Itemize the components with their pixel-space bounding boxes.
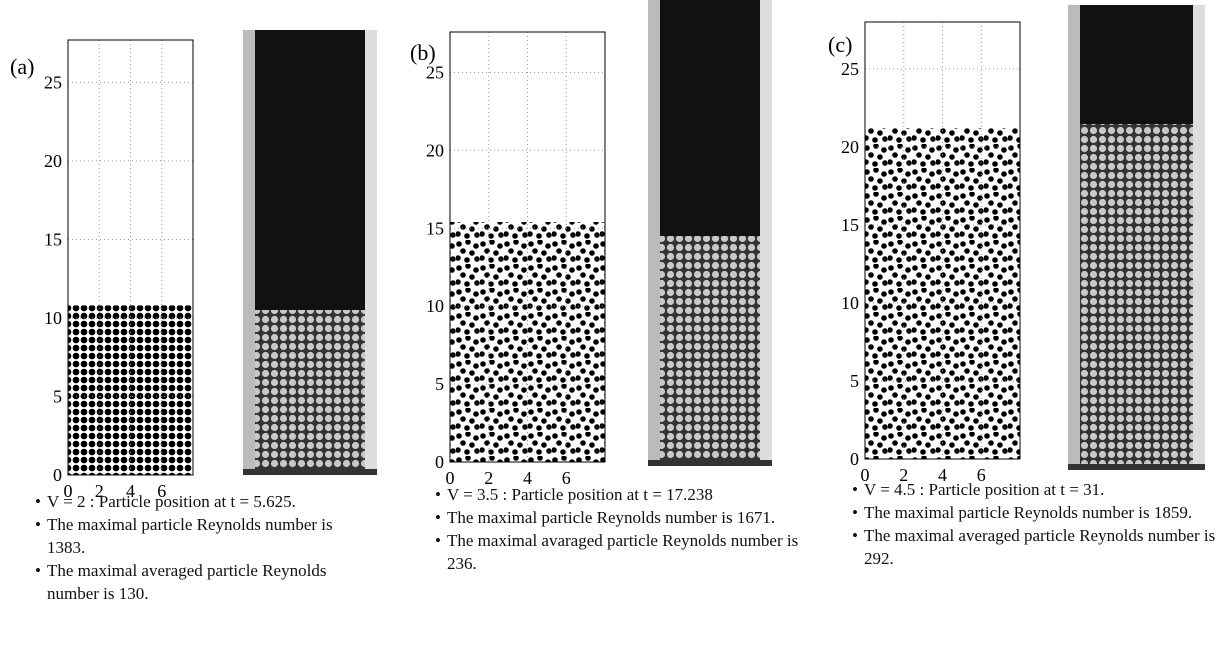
y-tick-label: 25 [44, 72, 62, 92]
particle-bed [865, 128, 1020, 459]
y-tick-label: 10 [44, 308, 62, 328]
caption-bullet: The maximal particle Reynolds number is … [435, 506, 827, 529]
caption-bullet: V = 3.5 : Particle position at t = 17.23… [435, 483, 827, 506]
photo-bed [660, 236, 760, 466]
y-tick-label: 0 [850, 449, 859, 469]
panel-label: (b) [410, 40, 436, 65]
y-tick-label: 20 [841, 137, 859, 157]
photo-empty [660, 0, 760, 236]
x-tick-label: 6 [562, 468, 571, 488]
photo-base [1068, 464, 1205, 470]
y-tick-label: 15 [44, 229, 62, 249]
x-tick-label: 0 [861, 465, 870, 485]
y-tick-label: 20 [44, 151, 62, 171]
y-tick-label: 25 [426, 63, 444, 83]
particle-bed [450, 222, 605, 462]
panel-label: (c) [828, 32, 852, 57]
caption-bullet: V = 2 : Particle position at t = 5.625. [35, 490, 347, 513]
photo-empty [1080, 5, 1193, 124]
photo-wall-right [760, 0, 772, 466]
plot-frame [449, 31, 606, 463]
caption: V = 3.5 : Particle position at t = 17.23… [433, 483, 827, 575]
photo-base [243, 469, 377, 475]
x-tick-label: 6 [977, 465, 986, 485]
x-tick-label: 0 [446, 468, 455, 488]
panel-label: (a) [10, 54, 34, 79]
photo-wall-left [648, 0, 660, 466]
caption-bullet: V = 4.5 : Particle position at t = 31. [852, 478, 1227, 501]
y-tick-label: 5 [53, 386, 62, 406]
y-tick-label: 15 [841, 215, 859, 235]
plot-frame [864, 21, 1021, 460]
caption-bullet: The maximal particle Reynolds number is … [35, 513, 347, 559]
caption: V = 2 : Particle position at t = 5.625.T… [33, 490, 347, 605]
caption: V = 4.5 : Particle position at t = 31.Th… [850, 478, 1227, 570]
photo-bed [255, 310, 365, 475]
y-tick-label: 25 [841, 59, 859, 79]
y-tick-label: 0 [53, 465, 62, 485]
y-tick-label: 15 [426, 218, 444, 238]
photo-empty [255, 30, 365, 310]
particle-bed [68, 305, 193, 475]
plot-frame [67, 39, 194, 476]
y-tick-label: 5 [850, 371, 859, 391]
y-tick-label: 0 [435, 452, 444, 472]
photo-bed [1080, 124, 1193, 470]
x-tick-label: 4 [523, 468, 532, 488]
photo-wall-left [243, 30, 255, 475]
y-tick-label: 20 [426, 140, 444, 160]
photo-wall-right [1193, 5, 1205, 470]
photo-wall-left [1068, 5, 1080, 470]
x-tick-label: 2 [899, 465, 908, 485]
y-tick-label: 10 [426, 296, 444, 316]
photo-base [648, 460, 772, 466]
photo-wall-right [365, 30, 377, 475]
caption-bullet: The maximal averaged particle Reynolds n… [852, 524, 1227, 570]
x-tick-label: 2 [484, 468, 493, 488]
caption-bullet: The maximal avaraged particle Reynolds n… [435, 529, 827, 575]
caption-bullet: The maximal averaged particle Reynolds n… [35, 559, 347, 605]
y-tick-label: 10 [841, 293, 859, 313]
y-tick-label: 5 [435, 374, 444, 394]
caption-bullet: The maximal particle Reynolds number is … [852, 501, 1227, 524]
x-tick-label: 4 [938, 465, 947, 485]
